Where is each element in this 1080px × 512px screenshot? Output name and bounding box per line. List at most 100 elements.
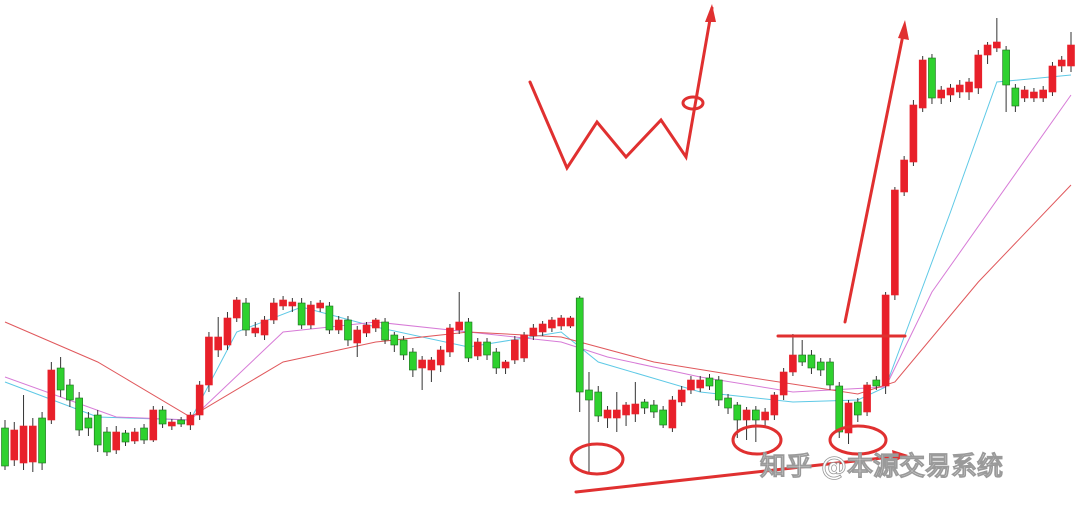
candle-body: [1057, 59, 1066, 67]
candle-body: [650, 404, 658, 413]
circle: [731, 424, 783, 456]
candle-body: [733, 404, 742, 421]
candle-body: [585, 389, 593, 401]
candle-body: [575, 297, 584, 393]
candle-body: [714, 379, 723, 401]
candle-body: [1030, 91, 1038, 99]
candle-body: [789, 354, 797, 373]
candle-body: [325, 305, 334, 331]
candle-body: [594, 391, 603, 417]
candle-body: [399, 339, 408, 356]
circle: [569, 442, 625, 476]
candle-body: [566, 317, 575, 327]
candle-body: [946, 87, 955, 96]
ma-line: [4, 74, 1072, 421]
candle-body: [557, 317, 565, 327]
candle-body: [409, 351, 417, 371]
candle-body: [779, 371, 788, 396]
candle-body: [205, 336, 213, 386]
candle-body: [1048, 65, 1057, 93]
candle-body: [705, 377, 714, 387]
candle-body: [297, 302, 306, 326]
candle-body: [1011, 87, 1020, 107]
candle-body: [418, 359, 426, 369]
candle-body: [761, 411, 769, 421]
candle-body: [473, 341, 482, 357]
candle-body: [149, 409, 158, 441]
candle-body: [937, 89, 946, 99]
candle-body: [1039, 89, 1047, 99]
candle-body: [928, 57, 936, 99]
candle-body: [223, 317, 232, 346]
candle-body: [548, 319, 556, 329]
candle-body: [103, 431, 111, 453]
watermark: 知乎 @本源交易系统: [760, 451, 1003, 482]
arrow-head: [705, 4, 716, 22]
candle-body: [47, 369, 56, 421]
candle-body: [529, 327, 538, 337]
candle-body: [195, 384, 204, 416]
candle-body: [19, 425, 28, 464]
candle-body: [270, 302, 278, 321]
candle-body: [974, 54, 983, 89]
candle-body: [362, 324, 371, 334]
candle-body: [334, 319, 343, 331]
candle-body: [1, 427, 9, 467]
candle-body: [835, 385, 844, 433]
candle-body: [38, 417, 46, 464]
candle-body: [112, 431, 121, 451]
candle-body: [214, 336, 222, 351]
candle-body: [29, 425, 37, 463]
candle-body: [853, 401, 862, 416]
candle-body: [1020, 89, 1029, 99]
candle-body: [677, 389, 686, 403]
candle-body: [640, 401, 649, 409]
candle-body: [316, 302, 324, 309]
candle-body: [955, 84, 964, 93]
candle-body: [84, 417, 93, 429]
candle-body: [881, 294, 890, 387]
candle-body: [891, 189, 899, 296]
candle-body: [446, 327, 454, 353]
candle-body: [511, 339, 519, 361]
candle-body: [863, 384, 871, 413]
candle-body: [631, 403, 640, 415]
candle-body: [455, 321, 464, 331]
candle-body: [993, 41, 1001, 49]
candle-body: [56, 367, 65, 391]
candle-body: [501, 361, 510, 369]
support-line: [574, 454, 902, 494]
candle-body: [186, 414, 195, 426]
candle-body: [483, 341, 491, 356]
candle-body: [1002, 49, 1010, 86]
candle-body: [983, 44, 992, 56]
candle-body: [826, 361, 834, 386]
candle-body: [668, 399, 677, 429]
candle-body: [140, 427, 148, 441]
circle: [681, 95, 705, 111]
candle-body: [909, 104, 918, 163]
up-arrow: [843, 28, 906, 324]
candle-body: [603, 409, 612, 419]
candle-body: [965, 81, 973, 93]
candle-body: [844, 402, 853, 434]
candle-body: [538, 323, 547, 333]
candle-body: [75, 397, 83, 431]
candle-body: [93, 414, 102, 446]
candle-body: [168, 421, 176, 427]
candle-body: [260, 319, 269, 336]
candle-body: [687, 379, 695, 391]
candle-body: [436, 349, 445, 366]
candle-body: [752, 409, 760, 421]
arrow-head: [892, 450, 908, 462]
candle-body: [177, 419, 185, 425]
candles: [1, 18, 1075, 472]
candle-body: [1067, 44, 1075, 67]
candle-body: [10, 429, 19, 461]
candle-body: [130, 431, 139, 442]
candle-body: [251, 327, 260, 334]
candle-body: [770, 394, 779, 416]
candle-body: [659, 409, 667, 426]
candle-body: [816, 361, 825, 371]
